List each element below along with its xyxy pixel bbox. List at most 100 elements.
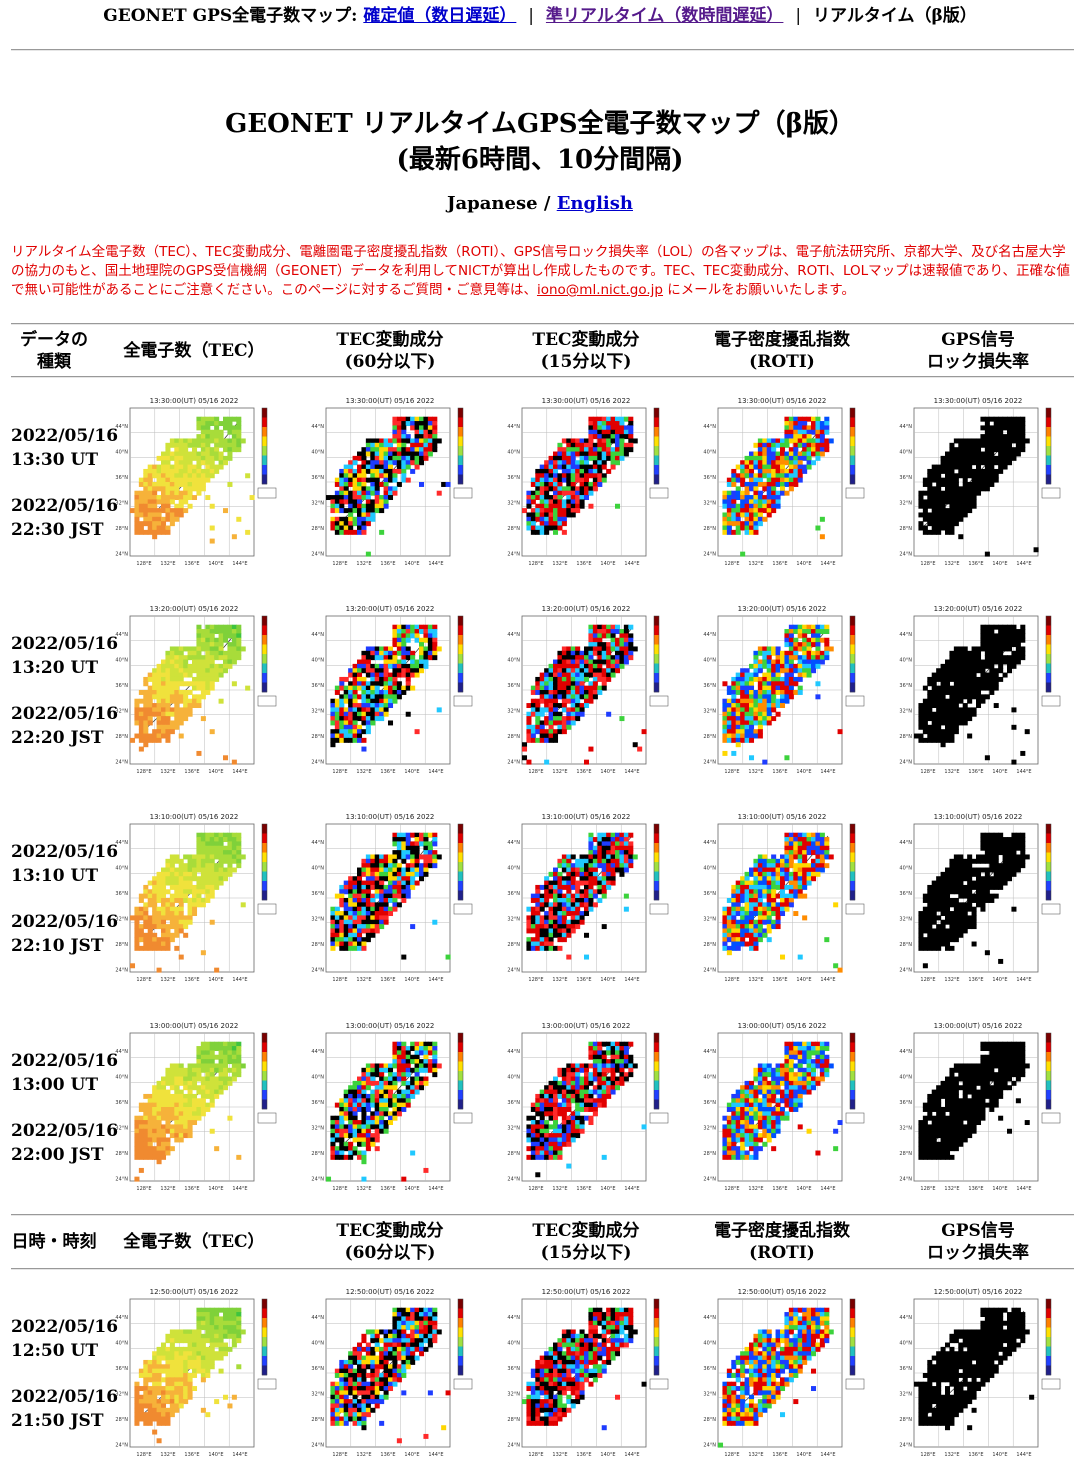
data-cell [357,663,363,669]
map-dtec60[interactable]: 13:20:00(UT) 05/16 2022 44°N 40°N 36°N 32°N 2… [302,602,478,778]
data-cell [423,871,429,877]
data-cell [218,464,224,470]
data-cell [553,681,559,687]
map-lol[interactable]: 13:20:00(UT) 05/16 2022 44°N 40°N 36°N 32°N 2… [890,602,1066,778]
data-cell [784,676,790,682]
data-cell [236,841,242,847]
map-roti[interactable]: 13:20:00(UT) 05/16 2022 44°N 40°N 36°N 32°N 2… [694,602,870,778]
map-dtec15[interactable]: 13:30:00(UT) 05/16 2022 44°N 40°N 36°N 32°N 2… [498,394,674,570]
map-roti[interactable]: 13:10:00(UT) 05/16 2022 44°N 40°N 36°N 32°N 2… [694,810,870,986]
data-cell [762,716,768,722]
map-tec[interactable]: 13:30:00(UT) 05/16 2022 44°N 40°N 36°N 32°N 2… [106,394,282,570]
data-cell [379,681,385,687]
data-cell [410,633,416,639]
data-cell [330,707,336,713]
data-cell [824,442,830,448]
map-dtec15[interactable]: 13:20:00(UT) 05/16 2022 44°N 40°N 36°N 32°N 2… [498,602,674,778]
lon-label: 128°E [528,769,543,775]
data-cell [566,503,572,509]
data-cell [557,447,563,453]
data-cell [530,893,536,899]
data-cell [134,906,140,912]
data-cell [815,837,821,843]
data-cell [566,659,572,665]
data-cell [174,681,180,687]
data-cell [819,655,825,661]
data-cell [383,703,389,709]
map-lol[interactable]: 13:30:00(UT) 05/16 2022 44°N 40°N 36°N 32°N 2… [890,394,1066,570]
data-cell [623,451,629,457]
data-cell [396,460,402,466]
data-cell [557,490,563,496]
data-cell [628,858,634,864]
map-dtec60[interactable]: 13:30:00(UT) 05/16 2022 44°N 40°N 36°N 32°N 2… [302,394,478,570]
lon-label: 128°E [332,769,347,775]
data-cell [445,482,451,487]
jst-time: 22:20 JST [11,728,104,748]
data-cell [788,672,794,678]
data-cell [566,499,572,505]
data-cell [971,477,977,483]
data-cell [579,707,585,713]
link-english[interactable]: English [556,193,633,214]
data-cell [1007,429,1013,435]
lat-label: 32°N [703,709,716,715]
data-cell [138,720,144,726]
data-cell [1033,547,1039,553]
data-cell [922,503,928,509]
data-cell [575,690,581,695]
data-cell [753,499,759,505]
map-dtec15[interactable]: 13:10:00(UT) 05/16 2022 44°N 40°N 36°N 32°N 2… [498,810,674,986]
data-cell [922,716,928,722]
link-final-values[interactable]: 確定値（数日遅延） [363,6,517,26]
data-cell [922,703,928,709]
data-cell [788,681,794,687]
data-cell [152,516,158,522]
data-cell [757,508,763,514]
data-cell [169,924,175,930]
data-cell [352,941,358,947]
data-cell [784,451,790,457]
data-cell [361,477,367,483]
data-cell [196,750,202,756]
data-cell [553,482,559,487]
data-cell [130,915,136,921]
colorbar [649,407,669,499]
data-cell [192,906,198,912]
colorbar-segment [1046,635,1051,645]
data-cell [584,876,590,882]
map-dtec60[interactable]: 13:10:00(UT) 05/16 2022 44°N 40°N 36°N 32°N 2… [302,810,478,986]
data-cell [183,499,189,505]
data-cell [610,880,616,886]
data-cell [815,841,821,847]
colorbar-frame [457,407,464,485]
data-cell [557,729,563,735]
data-cell [405,663,411,669]
data-cell [330,919,336,925]
data-cell [348,724,354,730]
data-cell [348,889,354,895]
data-cell [561,655,567,661]
data-cell [196,867,202,873]
data-cell [330,716,336,722]
map-roti[interactable]: 13:30:00(UT) 05/16 2022 44°N 40°N 36°N 32°N 2… [694,394,870,570]
data-cell [414,460,420,466]
link-near-realtime[interactable]: 準リアルタイム（数時間遅延） [545,6,784,26]
data-cell [348,694,354,700]
data-cell [958,442,964,448]
data-cell [174,867,180,873]
data-cell [788,624,794,630]
data-cell [192,698,198,704]
data-cell [205,672,211,678]
map-tec[interactable]: 13:20:00(UT) 05/16 2022 44°N 40°N 36°N 32°N 2… [106,602,282,778]
data-cell [365,716,371,722]
map-tec[interactable]: 13:10:00(UT) 05/16 2022 44°N 40°N 36°N 32°N 2… [106,810,282,986]
data-cell [343,915,349,921]
data-cell [922,482,928,487]
map-title: 13:10:00(UT) 05/16 2022 [346,813,435,821]
data-cell [192,468,198,474]
data-cell [962,503,968,509]
email-link[interactable]: iono@ml.nict.go.jp [536,282,664,298]
data-cell [557,486,563,492]
data-cell [183,919,189,925]
